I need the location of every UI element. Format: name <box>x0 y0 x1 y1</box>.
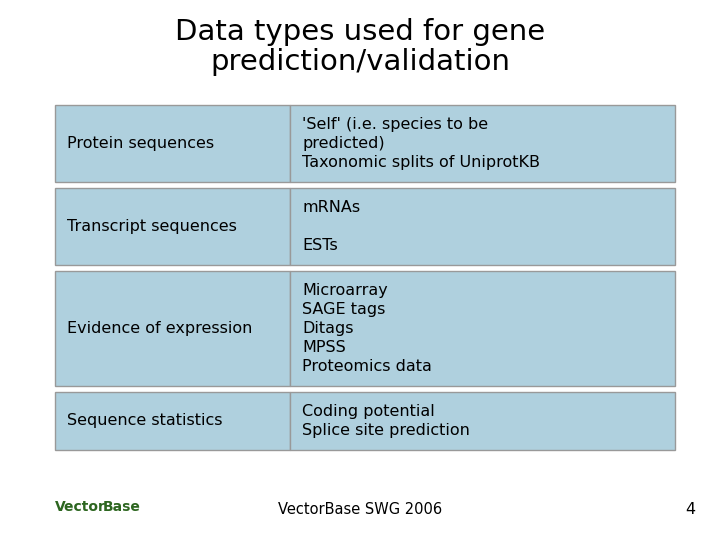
Text: Protein sequences: Protein sequences <box>67 136 214 151</box>
Text: Transcript sequences: Transcript sequences <box>67 219 237 234</box>
Text: Base: Base <box>103 500 141 514</box>
Bar <box>55 105 290 182</box>
Text: 'Self' (i.e. species to be: 'Self' (i.e. species to be <box>302 117 488 132</box>
Text: Evidence of expression: Evidence of expression <box>67 321 253 336</box>
Text: prediction/validation: prediction/validation <box>210 48 510 76</box>
Text: Ditags: Ditags <box>302 321 354 336</box>
Text: Sequence statistics: Sequence statistics <box>67 414 222 429</box>
Text: ESTs: ESTs <box>302 238 338 253</box>
Text: Coding potential: Coding potential <box>302 404 435 419</box>
Text: Microarray: Microarray <box>302 283 388 298</box>
Text: 4: 4 <box>685 503 695 517</box>
Text: MPSS: MPSS <box>302 340 346 355</box>
Text: Splice site prediction: Splice site prediction <box>302 423 470 438</box>
Text: SAGE tags: SAGE tags <box>302 302 385 317</box>
Bar <box>290 105 675 182</box>
Bar <box>290 188 675 265</box>
Text: Data types used for gene: Data types used for gene <box>175 18 545 46</box>
Bar <box>290 271 675 386</box>
Bar <box>290 392 675 450</box>
Text: predicted): predicted) <box>302 136 384 151</box>
Text: mRNAs: mRNAs <box>302 200 360 215</box>
Text: Proteomics data: Proteomics data <box>302 359 432 374</box>
Bar <box>55 188 290 265</box>
Text: Vector: Vector <box>55 500 106 514</box>
Bar <box>55 271 290 386</box>
Text: VectorBase SWG 2006: VectorBase SWG 2006 <box>278 503 442 517</box>
Text: Taxonomic splits of UniprotKB: Taxonomic splits of UniprotKB <box>302 155 540 170</box>
Bar <box>55 392 290 450</box>
